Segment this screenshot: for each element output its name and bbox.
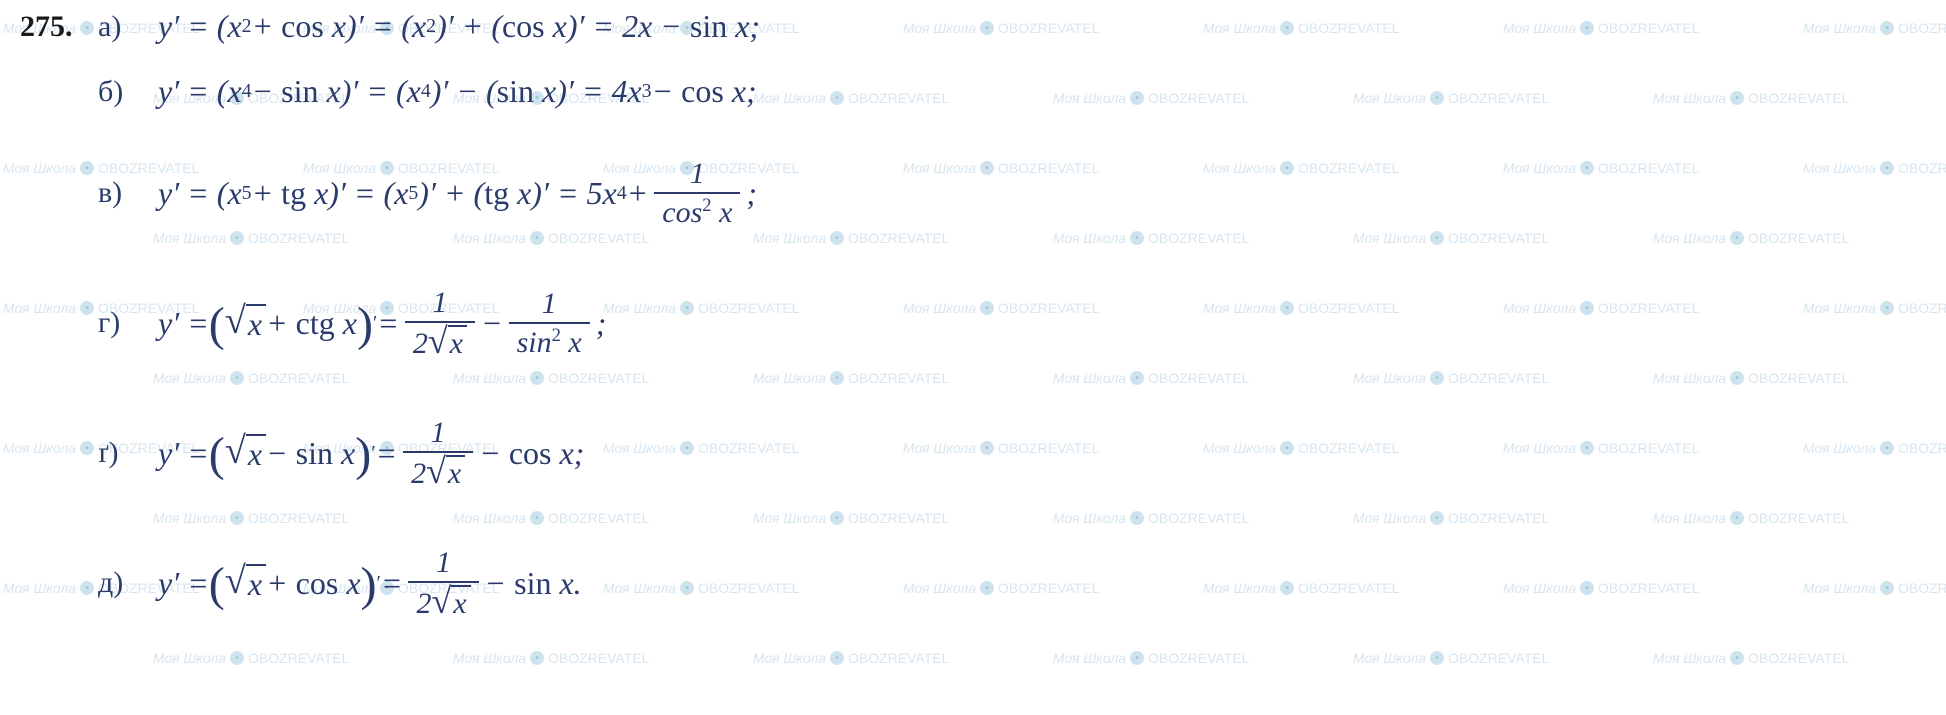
line-a: 275. а) y′ = (x2 + cos x)′ = (x2)′ + (co… <box>20 8 1926 45</box>
label-d: д) <box>98 566 138 600</box>
math-d: y′ = (√x + cos x)′ = 12√x − sin x. <box>158 544 582 622</box>
line-gg: ґ) y′ = (√x − sin x)′ = 12√x − cos x; <box>98 398 1926 508</box>
problem-number: 275. <box>20 10 80 44</box>
label-gg: ґ) <box>98 436 138 470</box>
line-b: б) y′ = (x4 − sin x)′ = (x4)′ − (sin x)′… <box>98 73 1926 110</box>
math-v: y′ = (x5 + tg x)′ = (x5)′ + (tg x)′ = 5x… <box>158 155 757 231</box>
content: 275. а) y′ = (x2 + cos x)′ = (x2)′ + (co… <box>0 0 1946 678</box>
math-gg: y′ = (√x − sin x)′ = 12√x − cos x; <box>158 414 584 492</box>
label-g: г) <box>98 306 138 340</box>
line-g: г) y′ = (√x + ctg x)′ = 12√x − 1sin2 x ; <box>98 268 1926 378</box>
label-b: б) <box>98 75 138 109</box>
label-v: в) <box>98 176 138 210</box>
line-v: в) y′ = (x5 + tg x)′ = (x5)′ + (tg x)′ =… <box>98 138 1926 248</box>
line-d: д) y′ = (√x + cos x)′ = 12√x − sin x. <box>98 528 1926 638</box>
math-b: y′ = (x4 − sin x)′ = (x4)′ − (sin x)′ = … <box>158 73 757 110</box>
math-a: y′ = (x2 + cos x)′ = (x2)′ + (cos x)′ = … <box>158 8 760 45</box>
label-a: а) <box>98 10 138 44</box>
math-g: y′ = (√x + ctg x)′ = 12√x − 1sin2 x ; <box>158 284 606 362</box>
